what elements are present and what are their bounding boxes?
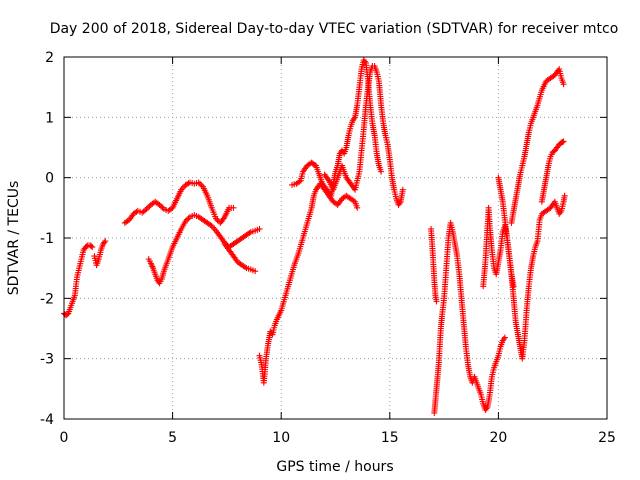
data-point-marker <box>214 217 221 224</box>
data-point-marker <box>198 182 205 189</box>
x-tick-label: 5 <box>168 430 177 446</box>
x-tick-labels: 0 5 10 15 20 25 <box>60 430 616 446</box>
data-point-marker <box>350 197 357 204</box>
data-series-segment <box>61 242 96 319</box>
data-point-marker <box>399 186 406 193</box>
data-point-marker <box>501 334 508 341</box>
data-point-marker <box>185 215 192 222</box>
y-tick-label: -4 <box>40 412 54 428</box>
plot-frame <box>63 56 608 420</box>
x-tick-label: 25 <box>598 430 616 446</box>
x-tick-label: 10 <box>272 430 290 446</box>
x-axis-label: GPS time / hours <box>276 459 393 475</box>
data-point-marker <box>561 192 568 199</box>
data-point-marker <box>213 215 220 222</box>
data-point-marker <box>559 139 566 146</box>
y-axis-label: SDTVAR / TECUs <box>6 181 22 296</box>
data-point-marker <box>182 218 189 225</box>
data-series-segment <box>121 179 237 226</box>
y-tick-labels: -4 -3 -2 -1 0 1 2 <box>40 50 54 428</box>
x-tick-label: 20 <box>489 430 507 446</box>
data-point-marker <box>242 264 248 271</box>
data-point-marker <box>144 204 151 211</box>
data-point-marker <box>142 207 149 214</box>
axis-ticks <box>63 56 608 420</box>
data-point-marker <box>207 221 214 228</box>
data-point-marker <box>296 178 303 185</box>
y-tick-label: 0 <box>45 171 54 187</box>
data-series-segment <box>221 241 259 275</box>
y-tick-label: -1 <box>40 231 54 247</box>
data-point-marker <box>560 138 567 145</box>
chart-title: Day 200 of 2018, Sidereal Day-to-day VTE… <box>50 21 619 37</box>
data-point-marker <box>159 204 166 211</box>
data-point-marker <box>158 203 165 210</box>
data-point-marker <box>88 243 95 250</box>
data-series-segment <box>431 219 508 416</box>
x-tick-label: 0 <box>60 430 69 446</box>
data-markers <box>61 57 568 416</box>
data-point-marker <box>89 244 96 251</box>
data-point-marker <box>195 179 202 186</box>
y-tick-label: 1 <box>45 110 54 126</box>
data-point-marker <box>156 201 163 208</box>
data-point-marker <box>252 268 259 275</box>
data-point-marker <box>102 238 109 245</box>
data-point-marker <box>354 204 361 211</box>
x-tick-label: 15 <box>381 430 399 446</box>
data-point-marker <box>433 298 440 305</box>
data-series-segment <box>321 63 406 208</box>
data-point-marker <box>143 206 150 213</box>
data-point-marker <box>246 229 253 236</box>
data-series-segment <box>256 180 361 386</box>
data-point-marker <box>560 81 567 88</box>
data-series-segment <box>91 238 109 269</box>
data-series-segment <box>538 138 567 205</box>
y-tick-label: -2 <box>40 291 54 307</box>
data-point-marker <box>230 204 237 211</box>
grid-lines <box>64 57 607 419</box>
data-point-marker <box>510 283 517 290</box>
data-series-segment <box>495 174 568 362</box>
data-point-marker <box>378 168 385 175</box>
data-series-segment <box>508 66 567 226</box>
data-series-segment <box>145 212 263 287</box>
data-point-marker <box>197 180 204 187</box>
data-point-marker <box>184 216 191 223</box>
data-point-marker <box>256 225 263 232</box>
y-tick-label: 2 <box>45 50 54 66</box>
data-series-segment <box>428 225 440 305</box>
y-tick-label: -3 <box>40 352 54 368</box>
